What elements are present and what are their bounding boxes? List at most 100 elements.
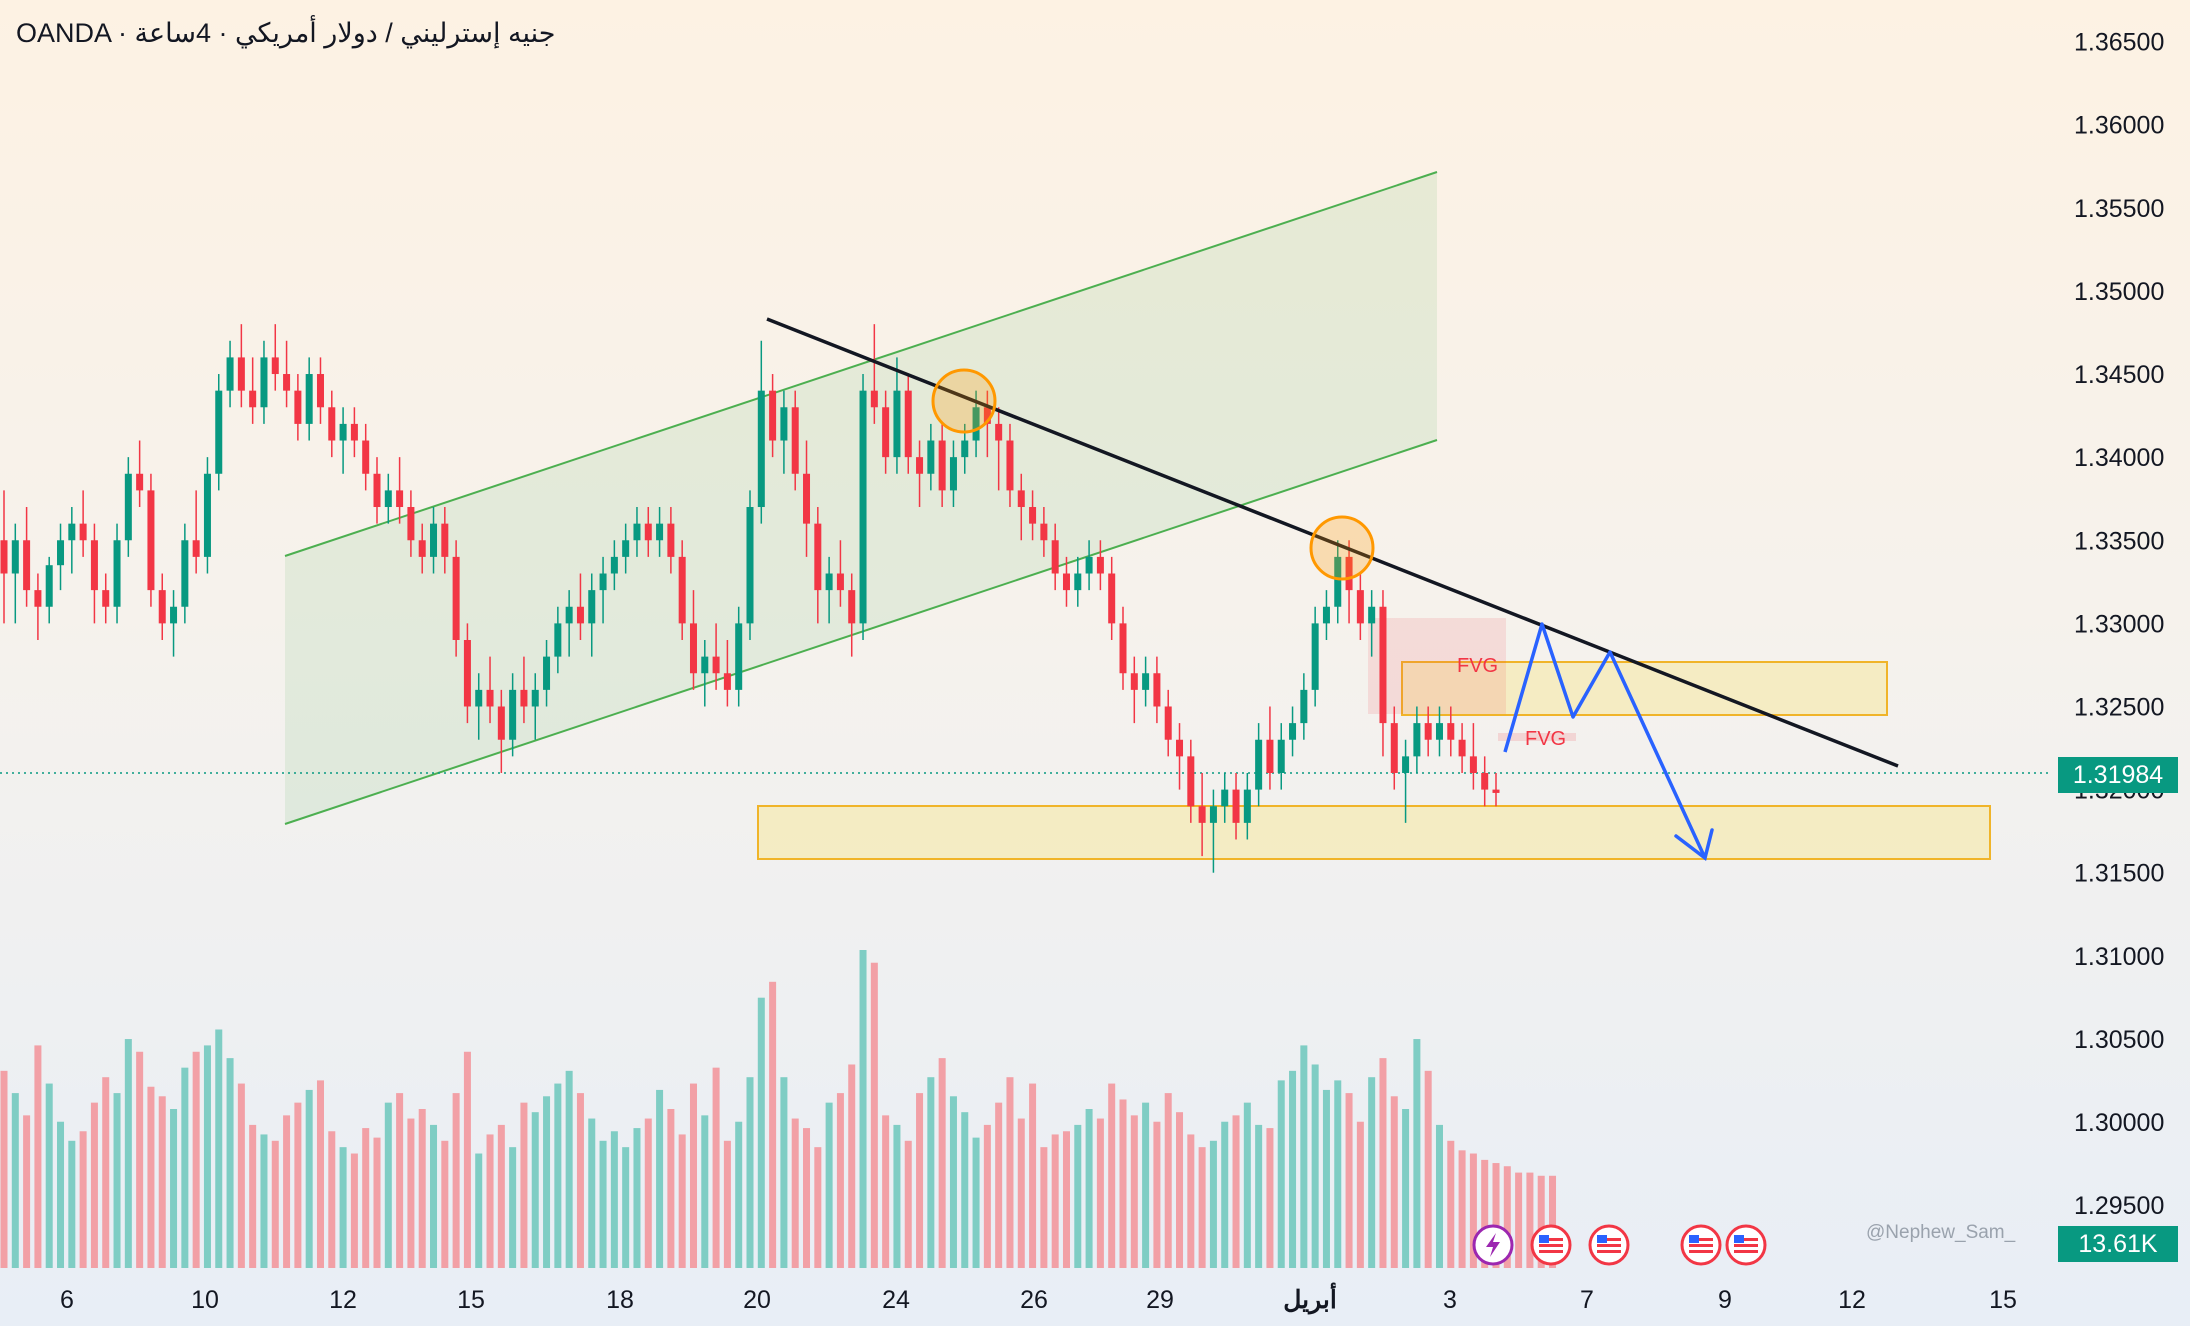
time-tick-label: 9 [1718, 1286, 1732, 1314]
volume-bar [836, 1093, 844, 1268]
volume-bar [1040, 1147, 1048, 1268]
candle-body [362, 440, 370, 474]
candle-body [1402, 756, 1410, 773]
descending-trendline[interactable] [766, 317, 1899, 768]
channel-lower-line[interactable] [284, 439, 1438, 825]
volume-bar [237, 1083, 245, 1268]
candle-body [1062, 573, 1070, 591]
volume-bar [1390, 1096, 1398, 1268]
volume-bar [203, 1045, 211, 1268]
price-axis[interactable]: 1.36500 1.36000 1.35500 1.35000 1.34500 1.340… [2074, 29, 2164, 1221]
volume-bar [543, 1096, 551, 1268]
time-tick-label: 7 [1580, 1286, 1594, 1314]
candle-body [1390, 723, 1398, 773]
resistance-zone[interactable] [1401, 661, 1888, 716]
volume-bar [441, 1140, 449, 1268]
candle-body [0, 540, 8, 574]
candle-body [983, 407, 991, 424]
candle-body [407, 507, 415, 541]
us-flag-icon[interactable] [1588, 1224, 1630, 1266]
candle-body [136, 473, 144, 491]
projection-arrowhead [1674, 828, 1714, 861]
volume-bar [226, 1058, 234, 1268]
candle-body [656, 523, 664, 541]
volume-bar [102, 1077, 110, 1268]
rejection-circle-1[interactable] [931, 368, 997, 434]
support-zone[interactable] [757, 805, 1991, 860]
candle-body [1356, 590, 1364, 624]
candle-body [1074, 573, 1082, 591]
volume-bar [1549, 1175, 1557, 1268]
volume-bar [859, 950, 867, 1268]
volume-bar [938, 1058, 946, 1268]
candle-body [610, 556, 618, 574]
volume-bar [576, 1093, 584, 1268]
volume-bar [328, 1131, 336, 1268]
candle-body [622, 540, 630, 557]
time-tick-label: 20 [743, 1286, 771, 1314]
candle-body [825, 573, 833, 591]
candle-body [226, 357, 234, 391]
volume-bar [1096, 1118, 1104, 1268]
candle-body [949, 457, 957, 491]
fvg-box-lower [1498, 733, 1576, 741]
volume-bar [283, 1115, 291, 1268]
candle-body [1221, 789, 1229, 807]
candle-body [305, 374, 313, 424]
volume-bar [463, 1051, 471, 1268]
volume-bar [870, 962, 878, 1268]
candle-body [791, 407, 799, 474]
volume-bar [1368, 1077, 1376, 1268]
fvg-label-lower: FVG [1525, 728, 1566, 750]
candle-body [1029, 507, 1037, 524]
volume-bar [384, 1102, 392, 1268]
candle-body [1334, 556, 1342, 607]
volume-bar [11, 1093, 19, 1268]
volume-badge: 13.61K [2058, 1226, 2178, 1262]
candle-body [1176, 739, 1184, 757]
us-flag-icon[interactable] [1530, 1224, 1572, 1266]
channel-upper-line[interactable] [284, 171, 1438, 557]
candle-body [723, 673, 731, 690]
volume-bar [689, 1083, 697, 1268]
volume-bar [554, 1083, 562, 1268]
us-flag-icon[interactable] [1725, 1224, 1767, 1266]
volume-bar [1526, 1172, 1534, 1268]
volume-bar [113, 1093, 121, 1268]
time-tick-label: 24 [882, 1286, 910, 1314]
volume-bar [34, 1045, 42, 1268]
candle-body [1017, 490, 1025, 508]
candle-body [1435, 723, 1443, 740]
time-tick-label: 12 [329, 1286, 357, 1314]
candle-body [1289, 723, 1297, 740]
volume-bar [452, 1093, 460, 1268]
us-flag-icon[interactable] [1680, 1224, 1722, 1266]
lightning-icon[interactable] [1472, 1224, 1514, 1266]
candle-body [859, 390, 867, 624]
volume-bar [633, 1128, 641, 1268]
candle-body [1243, 789, 1251, 823]
price-tick-label: 1.32500 [2074, 693, 2164, 721]
volume-bar [712, 1067, 720, 1268]
candle-body [497, 706, 505, 740]
volume-bar [1413, 1039, 1421, 1268]
volume-bar [1311, 1064, 1319, 1268]
projection-path[interactable] [1503, 622, 1707, 859]
time-axis[interactable]: 6 10 12 15 18 20 24 26 29 أبريل 3 7 9 12 15 [60, 1281, 2017, 1315]
price-tick-label: 1.35500 [2074, 195, 2164, 223]
price-tick-label: 1.30000 [2074, 1109, 2164, 1137]
rejection-circle-2[interactable] [1309, 515, 1375, 581]
price-tick-label: 1.31500 [2074, 860, 2164, 888]
volume-bar [531, 1112, 539, 1268]
candle-body [23, 540, 31, 591]
volume-bar [1277, 1080, 1285, 1268]
fvg-label-upper: FVG [1457, 655, 1498, 677]
volume-bar [972, 1137, 980, 1268]
candle-body [780, 407, 788, 441]
fvg-box-upper [1368, 618, 1506, 714]
volume-bar [68, 1140, 76, 1268]
volume-bar [1085, 1109, 1093, 1268]
candle-body [237, 357, 245, 391]
volume-bar [249, 1124, 257, 1268]
